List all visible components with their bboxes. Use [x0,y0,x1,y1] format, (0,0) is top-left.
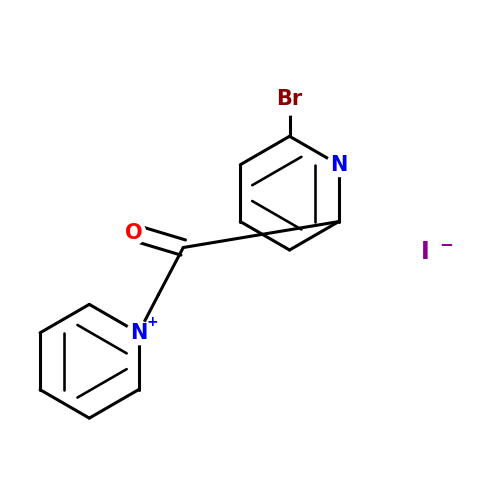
Text: −: − [440,234,453,252]
Text: O: O [125,222,142,242]
Circle shape [274,84,306,115]
Text: +: + [146,315,158,329]
Circle shape [327,153,350,176]
Text: Br: Br [276,89,302,109]
Text: N: N [330,154,347,174]
Text: N: N [130,323,147,343]
Circle shape [122,221,146,244]
Circle shape [126,321,150,344]
Text: I: I [421,240,430,264]
